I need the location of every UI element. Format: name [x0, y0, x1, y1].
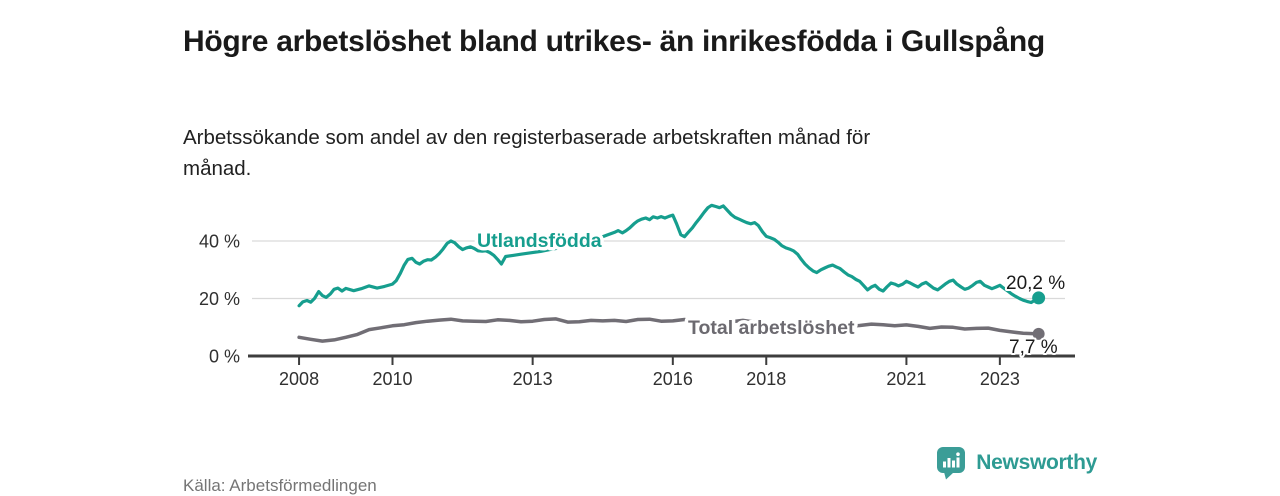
x-tick-label-2016: 2016: [653, 369, 693, 389]
newsworthy-logo[interactable]: Newsworthy: [936, 446, 1097, 480]
y-tick-label-40: 40 %: [199, 232, 240, 252]
annotation-layer: Utlandsfödda Total arbetslöshet 20,2 % 7…: [474, 227, 1068, 361]
series-label-total-arbetsloshet: Total arbetslöshet: [688, 317, 855, 339]
x-tick-label-2013: 2013: [513, 369, 553, 389]
series-label-utlandsfodda: Utlandsfödda: [477, 230, 602, 252]
x-tick-label-2008: 2008: [279, 369, 319, 389]
series-layer: [297, 203, 1046, 343]
page-title: Högre arbetslöshet bland utrikes- än inr…: [183, 25, 1045, 59]
unemployment-line-chart: 0 %20 %40 %2008 2010 2013 2016 2018 2021 2023 …: [199, 203, 1075, 389]
x-tick-label-2021: 2021: [886, 369, 926, 389]
series-line-1: [297, 317, 1041, 343]
end-value-label-utlandsfodda: 20,2 %: [1006, 273, 1065, 294]
y-tick-label-20: 20 %: [199, 289, 240, 309]
y-tick-label-0: 0 %: [209, 347, 240, 367]
newsworthy-logo-text: Newsworthy: [976, 451, 1097, 474]
x-tick-label-2023: 2023: [980, 369, 1020, 389]
grid-layer: [252, 240, 1065, 300]
series-end-dot-1: [1032, 327, 1045, 340]
series-end-dot-0: [1032, 291, 1046, 305]
speech-bubble-chart-icon: [937, 447, 966, 480]
x-tick-label-2018: 2018: [746, 369, 786, 389]
end-value-label-total-arbetsloshet: 7,7 %: [1009, 337, 1058, 358]
x-tick-label-2010: 2010: [372, 369, 412, 389]
series-line-0: [297, 203, 1041, 308]
page-subtitle: Arbetssökande som andel av den registerb…: [183, 125, 871, 180]
source-note: Källa: Arbetsförmedlingen: [183, 476, 377, 495]
axis-layer: 0 % 20 % 40 % 2008 2010 2013 2016 2018 2021 2023: [199, 232, 1075, 389]
